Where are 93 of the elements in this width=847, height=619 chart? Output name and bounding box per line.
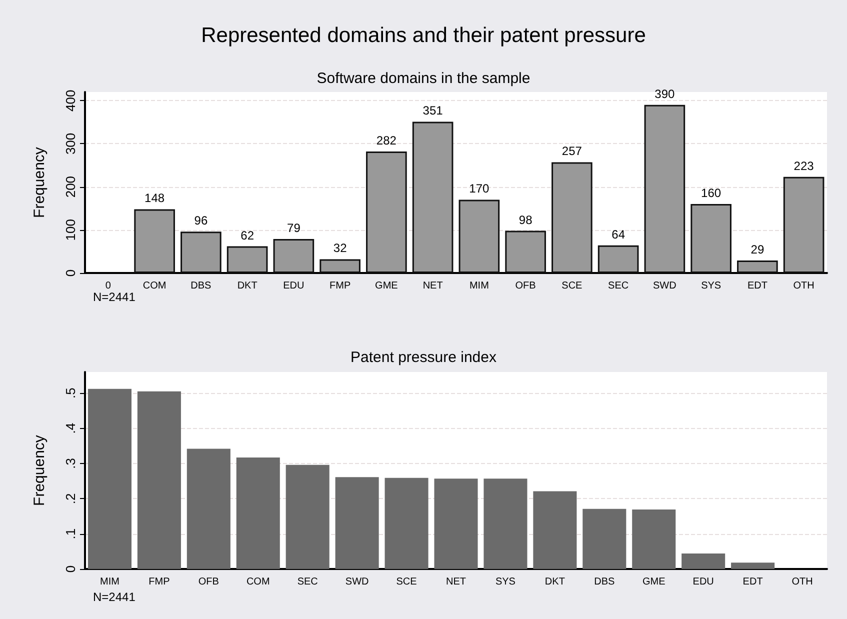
y-tick-label: .2 bbox=[63, 493, 78, 504]
bar bbox=[783, 176, 824, 273]
data-label: 223 bbox=[794, 158, 814, 173]
bar bbox=[180, 232, 222, 273]
data-label: 257 bbox=[562, 144, 582, 158]
x-tick-label: DBS bbox=[594, 576, 616, 588]
data-label: 351 bbox=[422, 104, 444, 118]
bar bbox=[644, 104, 686, 273]
x-tick-label: DBS bbox=[190, 280, 212, 292]
data-label: 29 bbox=[750, 242, 764, 256]
y-tick-label: 200 bbox=[63, 176, 78, 198]
x-tick-label: OFB bbox=[515, 280, 536, 292]
x-tick-label: DKT bbox=[544, 576, 565, 588]
data-label: 170 bbox=[469, 182, 490, 196]
x-tick-label: EDU bbox=[692, 576, 714, 588]
x-tick-label: DKT bbox=[237, 280, 258, 292]
bar bbox=[484, 478, 528, 569]
y-tick-label: .4 bbox=[63, 422, 78, 434]
data-label: 32 bbox=[333, 241, 348, 256]
x-tick-label: NET bbox=[422, 280, 443, 292]
data-label: 64 bbox=[612, 227, 626, 242]
bar bbox=[682, 554, 726, 569]
x-tick-label: MIM bbox=[100, 576, 120, 588]
x-tick-label: SYS bbox=[495, 576, 516, 588]
x-tick-label: OTH bbox=[792, 576, 813, 588]
x-tick-label: FMP bbox=[148, 576, 170, 588]
y-axis-title: Frequency bbox=[31, 434, 48, 506]
x-tick-label: SWD bbox=[653, 280, 676, 292]
chart-title: Patent pressure index bbox=[350, 349, 497, 366]
text: N=2441 bbox=[93, 590, 136, 604]
x-tick-label: COM bbox=[142, 280, 166, 292]
chart-subtitle: Software domains in the sample bbox=[316, 70, 530, 87]
bar bbox=[286, 464, 330, 569]
x-tick-label: EDU bbox=[283, 280, 304, 292]
data-label: 98 bbox=[518, 212, 533, 227]
x-tick-label: SYS bbox=[701, 280, 722, 292]
x-tick-label: SEC bbox=[608, 280, 629, 292]
data-label: 148 bbox=[144, 191, 165, 206]
x-tick-label: SCE bbox=[396, 576, 418, 588]
x-tick-label: FMP bbox=[330, 280, 351, 292]
x-tick-label: SWD bbox=[345, 576, 369, 588]
y-tick-label: .3 bbox=[63, 458, 78, 469]
bar bbox=[273, 238, 314, 273]
bar bbox=[552, 162, 592, 273]
data-label: 79 bbox=[287, 220, 301, 235]
data-label: 160 bbox=[701, 186, 722, 200]
y-tick-label: 0 bbox=[63, 565, 78, 573]
bar bbox=[582, 508, 626, 569]
x-tick-label: SCE bbox=[562, 280, 583, 292]
y-tick-label: 400 bbox=[63, 90, 78, 112]
bar bbox=[412, 122, 454, 273]
bar bbox=[366, 151, 407, 273]
data-label: 390 bbox=[654, 86, 676, 101]
bar bbox=[236, 457, 280, 569]
data-label: 282 bbox=[376, 133, 397, 148]
y-axis-title: Frequency bbox=[31, 146, 48, 218]
bar bbox=[533, 491, 577, 569]
chart-title: Represented domains and their patent pressure bbox=[201, 24, 646, 47]
y-tick-label: 300 bbox=[63, 132, 78, 155]
bar bbox=[737, 260, 778, 273]
bar bbox=[731, 562, 775, 569]
y-tick-label: .1 bbox=[63, 528, 78, 540]
bar bbox=[134, 209, 175, 273]
bar bbox=[384, 478, 428, 569]
bar bbox=[598, 245, 639, 273]
bar bbox=[226, 246, 268, 273]
bar bbox=[320, 259, 360, 273]
bar bbox=[690, 204, 732, 273]
x-tick-label: GME bbox=[642, 576, 666, 588]
x-tick-label: EDT bbox=[742, 576, 763, 588]
x-tick-label: COM bbox=[246, 576, 270, 588]
y-tick-label: 100 bbox=[63, 219, 78, 241]
bar bbox=[505, 230, 546, 273]
bar bbox=[632, 510, 676, 569]
data-label: 96 bbox=[194, 214, 208, 228]
bar bbox=[137, 391, 181, 569]
x-tick-label: OTH bbox=[793, 280, 814, 292]
x-tick-label: GME bbox=[375, 280, 398, 292]
text: N=2441 bbox=[93, 290, 136, 304]
x-tick-label: MIM bbox=[469, 280, 489, 292]
x-tick-label: NET bbox=[446, 576, 466, 588]
y-tick-label: .5 bbox=[63, 388, 78, 399]
x-tick-label: EDT bbox=[747, 280, 768, 292]
data-label: 62 bbox=[240, 228, 254, 242]
bar bbox=[458, 200, 500, 273]
x-tick-label: SEC bbox=[297, 576, 318, 588]
bar bbox=[335, 477, 379, 569]
bar bbox=[186, 448, 230, 569]
bar bbox=[88, 388, 132, 569]
x-tick-label: 0 bbox=[105, 280, 112, 292]
bar bbox=[434, 478, 478, 569]
x-tick-label: OFB bbox=[198, 576, 220, 588]
y-tick-label: 0 bbox=[63, 269, 78, 277]
